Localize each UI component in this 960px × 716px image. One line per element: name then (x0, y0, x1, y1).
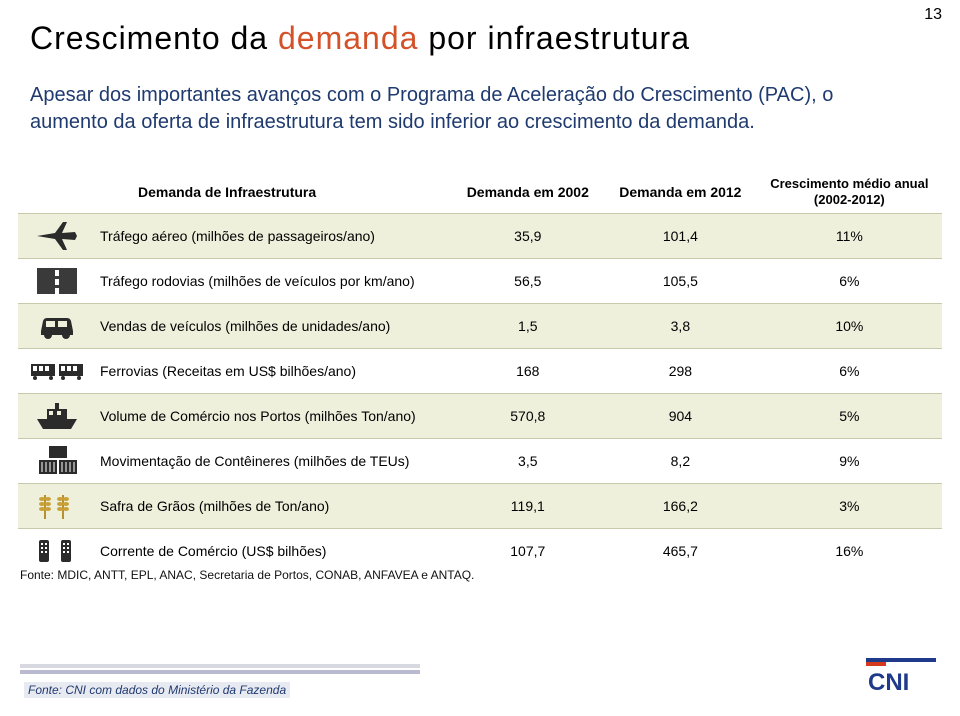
cell-2002: 56,5 (451, 259, 604, 304)
footer-source: Fonte: CNI com dados do Ministério da Fa… (24, 682, 290, 698)
row-description: Ferrovias (Receitas em US$ bilhões/ano) (18, 349, 451, 394)
table-source-note: Fonte: MDIC, ANTT, EPL, ANAC, Secretaria… (20, 568, 474, 582)
cell-growth: 3% (757, 484, 942, 529)
row-description: Vendas de veículos (milhões de unidades/… (18, 304, 451, 349)
row-description: Tráfego aéreo (milhões de passageiros/an… (18, 214, 451, 259)
table-row: Movimentação de Contêineres (milhões de … (18, 439, 942, 484)
cell-growth: 6% (757, 259, 942, 304)
cell-2012: 465,7 (604, 529, 757, 574)
row-label: Safra de Grãos (milhões de Ton/ano) (100, 498, 329, 514)
title-part-1: Crescimento da (30, 20, 278, 56)
row-label: Movimentação de Contêineres (milhões de … (100, 453, 409, 469)
table-row: Tráfego aéreo (milhões de passageiros/an… (18, 214, 942, 259)
row-description: Volume de Comércio nos Portos (milhões T… (18, 394, 451, 439)
cell-2002: 35,9 (451, 214, 604, 259)
cell-2012: 8,2 (604, 439, 757, 484)
col-header-2002: Demanda em 2002 (451, 170, 604, 214)
rail-icon (26, 351, 88, 391)
cell-2012: 105,5 (604, 259, 757, 304)
row-label: Corrente de Comércio (US$ bilhões) (100, 543, 326, 559)
intro-paragraph: Apesar dos importantes avanços com o Pro… (30, 82, 910, 136)
cell-2012: 298 (604, 349, 757, 394)
cell-2002: 3,5 (451, 439, 604, 484)
table-row: Corrente de Comércio (US$ bilhões) 107,74… (18, 529, 942, 574)
col-header-growth: Crescimento médio anual (2002-2012) (757, 170, 942, 214)
row-description: Safra de Grãos (milhões de Ton/ano) (18, 484, 451, 529)
cell-2002: 168 (451, 349, 604, 394)
cell-2012: 3,8 (604, 304, 757, 349)
cell-growth: 5% (757, 394, 942, 439)
row-label: Tráfego aéreo (milhões de passageiros/an… (100, 228, 375, 244)
trade-icon (26, 531, 88, 571)
container-icon (26, 441, 88, 481)
ship-icon (26, 396, 88, 436)
cell-2002: 570,8 (451, 394, 604, 439)
row-description: Movimentação de Contêineres (milhões de … (18, 439, 451, 484)
cell-2012: 904 (604, 394, 757, 439)
row-label: Volume de Comércio nos Portos (milhões T… (100, 408, 416, 424)
col-header-desc: Demanda de Infraestrutura (18, 170, 451, 214)
page-title: Crescimento da demanda por infraestrutur… (30, 20, 690, 57)
cell-growth: 6% (757, 349, 942, 394)
car-icon (26, 306, 88, 346)
cell-2002: 119,1 (451, 484, 604, 529)
grain-icon (26, 486, 88, 526)
table-row: Vendas de veículos (milhões de unidades/… (18, 304, 942, 349)
row-label: Vendas de veículos (milhões de unidades/… (100, 318, 390, 334)
cell-growth: 11% (757, 214, 942, 259)
table-row: Ferrovias (Receitas em US$ bilhões/ano) 1… (18, 349, 942, 394)
page-number: 13 (924, 6, 942, 24)
plane-icon (26, 216, 88, 256)
cell-2002: 107,7 (451, 529, 604, 574)
svg-text:CNI: CNI (868, 669, 909, 696)
road-icon (26, 261, 88, 301)
footer-divider-1 (20, 664, 420, 668)
cni-logo: CNI (866, 658, 936, 698)
demand-table: Demanda de Infraestrutura Demanda em 200… (18, 170, 942, 573)
cell-growth: 10% (757, 304, 942, 349)
table-row: Tráfego rodovias (milhões de veículos po… (18, 259, 942, 304)
cell-2002: 1,5 (451, 304, 604, 349)
row-label: Tráfego rodovias (milhões de veículos po… (100, 273, 415, 289)
table-row: Volume de Comércio nos Portos (milhões T… (18, 394, 942, 439)
row-label: Ferrovias (Receitas em US$ bilhões/ano) (100, 363, 356, 379)
cell-growth: 9% (757, 439, 942, 484)
cell-growth: 16% (757, 529, 942, 574)
title-accent: demanda (278, 20, 418, 56)
col-header-2012: Demanda em 2012 (604, 170, 757, 214)
footer-divider-2 (20, 670, 420, 674)
cell-2012: 166,2 (604, 484, 757, 529)
row-description: Tráfego rodovias (milhões de veículos po… (18, 259, 451, 304)
title-part-3: por infraestrutura (418, 20, 690, 56)
cell-2012: 101,4 (604, 214, 757, 259)
table-row: Safra de Grãos (milhões de Ton/ano) 119,1… (18, 484, 942, 529)
row-description: Corrente de Comércio (US$ bilhões) (18, 529, 451, 574)
